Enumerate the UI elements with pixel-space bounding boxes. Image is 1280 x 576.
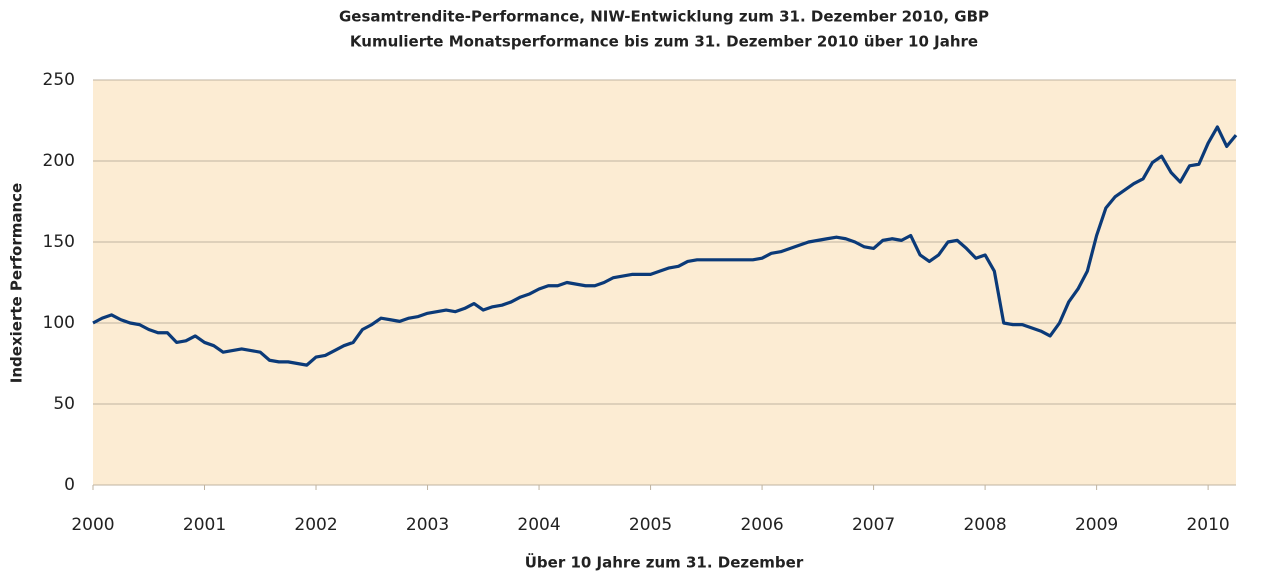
y-tick-label: 100	[43, 313, 75, 333]
x-tick-label: 2000	[71, 515, 114, 535]
chart-title: Gesamtrendite-Performance, NIW-Entwicklu…	[339, 8, 989, 26]
y-axis-label: Indexierte Performance	[8, 183, 26, 383]
y-tick-label: 0	[64, 475, 75, 495]
y-tick-label: 200	[43, 151, 75, 171]
y-tick-label: 150	[43, 232, 75, 252]
x-tick-label: 2009	[1075, 515, 1118, 535]
plot-area	[93, 80, 1236, 485]
chart-subtitle: Kumulierte Monatsperformance bis zum 31.…	[350, 33, 978, 51]
y-tick-label: 50	[53, 394, 75, 414]
x-tick-label: 2004	[517, 515, 560, 535]
x-tick-label: 2005	[629, 515, 672, 535]
x-tick-label: 2006	[740, 515, 783, 535]
x-tick-label: 2010	[1186, 515, 1229, 535]
x-tick-label: 2007	[852, 515, 895, 535]
series-line	[92, 125, 1238, 367]
x-tick-label: 2002	[294, 515, 337, 535]
x-tick-label: 2008	[963, 515, 1006, 535]
x-axis-label: Über 10 Jahre zum 31. Dezember	[525, 553, 804, 572]
x-tick-label: 2001	[183, 515, 226, 535]
y-tick-label: 250	[43, 70, 75, 90]
x-tick-label: 2003	[406, 515, 449, 535]
